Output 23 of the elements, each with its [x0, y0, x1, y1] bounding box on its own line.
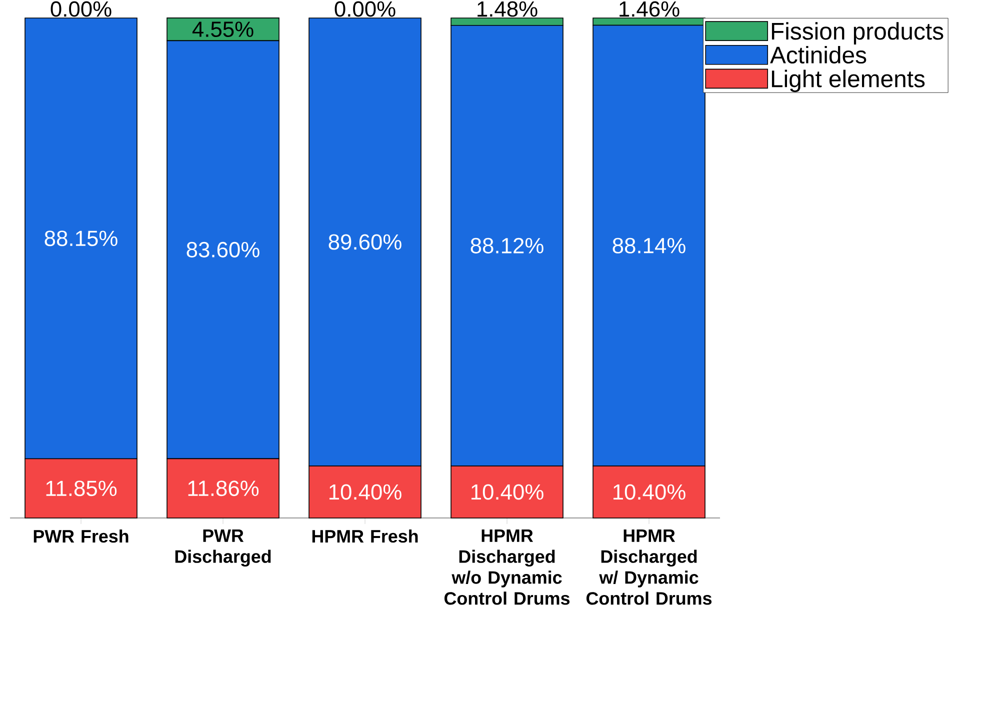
- legend-label: Actinides: [770, 46, 866, 64]
- data-label: 10.40%: [330, 484, 402, 500]
- legend-label: Fission products: [772, 22, 944, 44]
- data-label: 88.12%: [470, 238, 544, 254]
- x-tick-label: PWR Discharged: [175, 530, 271, 567]
- x-tick-label: PWR Fresh: [34, 530, 128, 543]
- data-label: 10.40%: [472, 484, 544, 500]
- data-label: 88.15%: [44, 230, 118, 246]
- data-label: 11.86%: [188, 480, 259, 496]
- data-label: 1.48%: [478, 1, 538, 17]
- data-label: 89.60%: [328, 234, 402, 250]
- x-tick-label: HPMR Discharged w/ Dynamic Control Drums: [586, 530, 712, 605]
- x-tick-label: HPMR Fresh: [312, 530, 418, 543]
- data-label: 11.85%: [46, 480, 117, 496]
- data-label: 0.00%: [334, 1, 396, 17]
- data-label: 0.00%: [50, 1, 112, 17]
- x-tick-label: HPMR Discharged w/o Dynamic Control Drums: [444, 530, 570, 605]
- data-label: 10.40%: [614, 484, 686, 500]
- data-label: 4.55%: [192, 22, 254, 38]
- data-label: 1.46%: [620, 1, 680, 17]
- data-label: 88.14%: [612, 238, 686, 254]
- data-label: 83.60%: [186, 242, 260, 258]
- legend-label: Light elements: [772, 70, 925, 92]
